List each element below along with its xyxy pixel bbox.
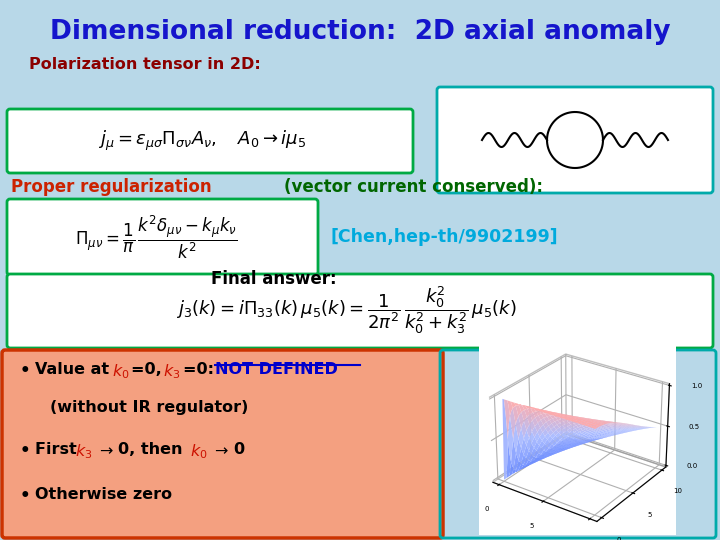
Text: Final answer:: Final answer: [211, 270, 336, 288]
Text: $k_0$: $k_0$ [112, 362, 130, 381]
FancyBboxPatch shape [2, 350, 443, 538]
FancyBboxPatch shape [437, 87, 713, 193]
Text: =0,: =0, [131, 362, 167, 377]
Text: Otherwise zero: Otherwise zero [35, 487, 172, 502]
Text: 0: 0 [233, 442, 244, 457]
Text: $k_3$: $k_3$ [163, 362, 181, 381]
Text: First: First [35, 442, 82, 457]
Text: $k_0$: $k_0$ [190, 442, 207, 461]
Text: $k_3$: $k_3$ [75, 442, 92, 461]
Text: $j_3(k) = i\Pi_{33}(k)\,\mu_5(k) = \dfrac{1}{2\pi^2}\, \dfrac{k_0^2}{k_0^2 + k_3: $j_3(k) = i\Pi_{33}(k)\,\mu_5(k) = \dfra… [176, 284, 516, 335]
Text: (without IR regulator): (without IR regulator) [50, 400, 248, 415]
FancyBboxPatch shape [7, 109, 413, 173]
Text: •: • [20, 442, 31, 460]
Text: Value at: Value at [35, 362, 114, 377]
Text: $j_{\mu} = \epsilon_{\mu\sigma}\Pi_{\sigma\nu}A_{\nu}, \quad A_0 \rightarrow i\m: $j_{\mu} = \epsilon_{\mu\sigma}\Pi_{\sig… [98, 129, 306, 153]
Text: 0, then: 0, then [118, 442, 188, 457]
Text: NOT DEFINED: NOT DEFINED [215, 362, 338, 377]
Text: Dimensional reduction:  2D axial anomaly: Dimensional reduction: 2D axial anomaly [50, 19, 670, 45]
FancyBboxPatch shape [7, 274, 713, 348]
Text: Proper regularization: Proper regularization [11, 178, 217, 196]
Text: =0:: =0: [183, 362, 220, 377]
Text: (vector current conserved):: (vector current conserved): [284, 178, 544, 196]
Text: Polarization tensor in 2D:: Polarization tensor in 2D: [29, 57, 261, 72]
Text: •: • [20, 487, 31, 505]
Text: [Chen,hep-th/9902199]: [Chen,hep-th/9902199] [330, 228, 557, 246]
Text: $\rightarrow$: $\rightarrow$ [211, 442, 229, 457]
FancyBboxPatch shape [7, 199, 318, 275]
Text: $\Pi_{\mu\nu} = \dfrac{1}{\pi}\, \dfrac{k^2\delta_{\mu\nu} - k_{\mu}k_{\nu}}{k^2: $\Pi_{\mu\nu} = \dfrac{1}{\pi}\, \dfrac{… [75, 213, 238, 261]
Text: •: • [20, 362, 31, 380]
Text: $\rightarrow$: $\rightarrow$ [96, 442, 114, 457]
